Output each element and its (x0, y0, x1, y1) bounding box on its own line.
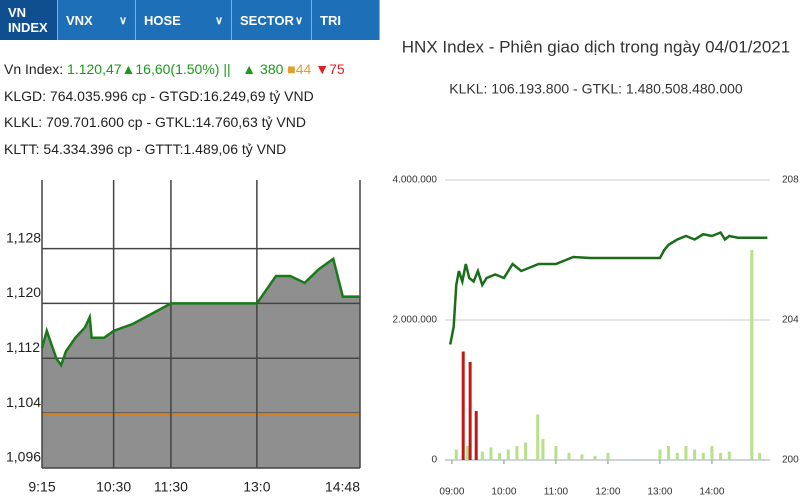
declines: ▼75 (315, 61, 345, 77)
volume-bar (567, 453, 571, 460)
volume-bar (710, 446, 714, 460)
index-info: Vn Index: 1.120,47▲16,60(1.50%) || ▲ 380… (4, 56, 345, 162)
volume-bar (606, 453, 610, 460)
volume-bar (468, 362, 472, 460)
y-tick-label: 1,120 (6, 284, 41, 300)
volume-bar (667, 446, 671, 460)
y2-tick-label: 208 (782, 175, 799, 186)
volume-bar (489, 447, 493, 460)
x-tick-label: 13:00 (647, 487, 672, 498)
x-tick-label: 11:30 (154, 479, 188, 495)
info-line: KLKL: 709.701.600 cp - GTKL:14.760,63 tỷ… (4, 114, 306, 130)
area-fill (42, 258, 360, 468)
info-line: KLGD: 764.035.996 cp - GTGD:16.249,69 tỷ… (4, 87, 314, 104)
index-line: Vn Index: 1.120,47▲16,60(1.50%) || ▲ 380… (4, 56, 345, 83)
info-line: KLTT: 54.334.396 cp - GTTT:1.489,06 tỷ V… (4, 140, 287, 157)
tab-label: VN INDEX (8, 5, 48, 35)
chart-subtitle: KLKL: 106.193.800 - GTKL: 1.480.508.480.… (449, 81, 743, 97)
tab[interactable]: VNX ∨ (58, 0, 136, 40)
volume-bar (684, 446, 688, 460)
x-tick-label: 10:30 (96, 479, 131, 495)
volume-bar (466, 446, 470, 460)
index-line (40, 256, 360, 368)
volume-bar (719, 453, 723, 460)
volume-bar (580, 454, 584, 460)
index-value: 1.120,47▲16,60(1.50%) || (67, 61, 231, 77)
chart-title: HNX Index - Phiên giao dịch trong ngày 0… (402, 37, 790, 56)
volume-bar (693, 449, 697, 460)
volume-bar (750, 250, 754, 460)
volume-bar (536, 414, 540, 460)
volume-bar (454, 449, 458, 460)
tab[interactable]: HOSE ∨ (136, 0, 232, 40)
tab[interactable]: SECTOR ∨ (232, 0, 312, 40)
y-tick-label: 1,128 (6, 229, 41, 245)
x-tick-label: 09:00 (439, 487, 464, 498)
volume-bar (515, 446, 519, 460)
volume-bar (480, 451, 484, 460)
x-tick-label: 14:48 (325, 479, 360, 495)
index-line (448, 230, 768, 345)
volume-bar (658, 449, 662, 460)
x-tick-label: 12:00 (595, 487, 620, 498)
y-tick-label: 4.000.000 (393, 175, 438, 186)
tab-label: VNX (66, 12, 93, 28)
dropdown-icon: ∨ (214, 14, 223, 27)
volume-bar (554, 446, 558, 460)
index-label: Vn Index: (4, 61, 64, 77)
dropdown-icon: ∨ (118, 14, 127, 27)
dropdown-icon: ∨ (294, 14, 303, 27)
tab-label: HOSE (144, 12, 181, 28)
x-tick-label: 13:0 (243, 479, 270, 495)
y-tick-label: 0 (431, 455, 437, 466)
tab[interactable]: TRI (312, 0, 380, 40)
volume-bar (541, 439, 545, 460)
volume-bar (758, 453, 762, 460)
volume-bar (506, 449, 510, 460)
x-tick-label: 14:00 (699, 487, 724, 498)
volume-bar (461, 351, 465, 460)
tab-bar: VN INDEX VNX ∨ HOSE ∨ SECTOR ∨ TRI (0, 0, 380, 40)
volume-bar (474, 411, 478, 460)
y-tick-label: 1,096 (6, 449, 41, 465)
y-tick-label: 2.000.000 (393, 315, 438, 326)
tab-label: TRI (320, 12, 341, 28)
y-tick-label: 1,112 (6, 339, 40, 355)
volume-bar (727, 451, 731, 460)
y-tick-label: 1,104 (6, 394, 41, 410)
tab-label: SECTOR (240, 12, 294, 28)
unchanged: ■44 (287, 61, 312, 77)
volume-bar (524, 442, 528, 460)
volume-bar (498, 453, 502, 460)
volume-bar (593, 455, 597, 460)
y2-tick-label: 200 (782, 455, 799, 466)
tab[interactable]: VN INDEX (0, 0, 58, 40)
advances: ▲ 380 (242, 61, 284, 77)
volume-bar (675, 453, 679, 460)
x-tick-label: 11:00 (544, 487, 569, 498)
x-tick-label: 10:00 (491, 487, 516, 498)
x-tick-label: 9:15 (28, 479, 55, 495)
y2-tick-label: 204 (782, 315, 799, 326)
volume-bar (701, 453, 705, 460)
